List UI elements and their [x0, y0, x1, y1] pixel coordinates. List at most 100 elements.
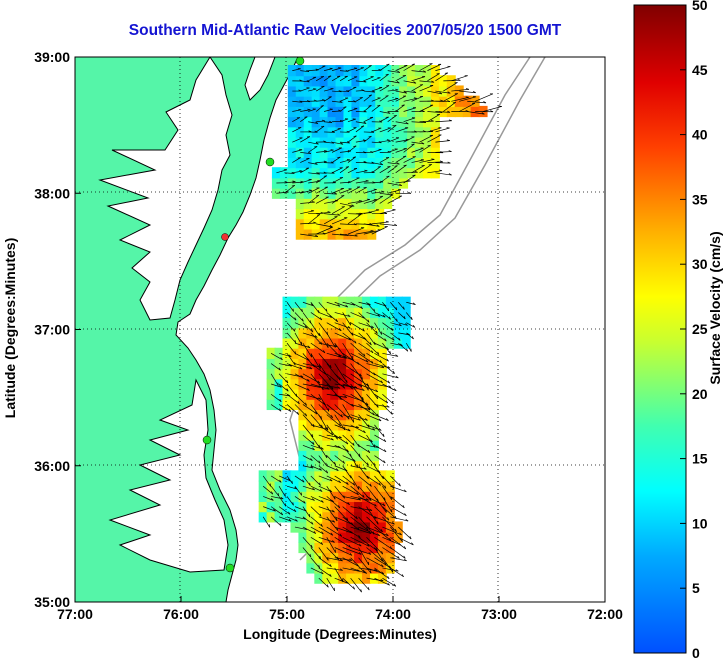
velocity-arrow	[350, 516, 369, 531]
velocity-arrow-head	[396, 81, 400, 84]
velocity-arrow	[363, 65, 372, 71]
velocity-arrow	[300, 189, 312, 194]
velocity-arrow	[324, 141, 334, 144]
velocity-arrow-head	[293, 328, 296, 332]
velocity-arrow	[427, 113, 441, 123]
velocity-arrow	[358, 516, 375, 535]
velocity-arrow	[307, 214, 321, 225]
velocity-arrow-head	[310, 458, 313, 461]
velocity-arrow	[326, 526, 343, 537]
velocity-arrow-head	[375, 548, 378, 551]
velocity-arrow	[342, 312, 351, 326]
velocity-arrow	[302, 516, 314, 525]
velocity-arrow	[419, 159, 435, 163]
velocity-arrow	[334, 567, 344, 583]
velocity-arrow-head	[307, 388, 310, 391]
velocity-arrow-head	[403, 489, 407, 493]
velocity-arrow	[310, 373, 324, 391]
velocity-arrow	[318, 394, 330, 412]
velocity-arrow	[318, 404, 333, 419]
velocity-arrow	[308, 76, 317, 82]
velocity-arrow-head	[340, 414, 343, 418]
velocity-arrow-head	[439, 91, 443, 95]
velocity-arrow-head	[312, 441, 315, 445]
velocity-arrow-head	[392, 521, 395, 525]
station-marker	[202, 435, 212, 445]
velocity-arrow	[318, 536, 335, 543]
y-tick-label: 36:00	[34, 458, 70, 474]
velocity-arrow-head	[310, 209, 315, 212]
velocity-arrow	[374, 312, 386, 318]
velocity-arrow	[315, 85, 325, 92]
velocity-arrow	[419, 134, 433, 143]
velocity-arrow	[371, 97, 381, 102]
velocity-arrow-head	[347, 428, 351, 432]
velocity-arrow	[318, 455, 327, 466]
velocity-arrow	[475, 93, 494, 102]
velocity-arrow	[347, 86, 357, 92]
velocity-arrow-head	[325, 462, 327, 466]
velocity-arrow	[435, 127, 450, 133]
velocity-arrow	[350, 526, 372, 534]
velocity-arrow	[262, 485, 274, 495]
velocity-arrow	[374, 496, 387, 513]
velocity-arrow-head	[337, 304, 341, 307]
velocity-arrow-head	[315, 121, 319, 124]
velocity-arrow-head	[346, 517, 349, 521]
velocity-arrow-head	[353, 586, 355, 590]
velocity-arrow	[302, 547, 312, 558]
velocity-arrow	[374, 424, 385, 438]
velocity-arrow	[411, 141, 425, 145]
velocity-arrow	[350, 496, 369, 501]
velocity-arrow	[363, 209, 380, 215]
velocity-arrow	[331, 177, 343, 184]
velocity-arrow	[435, 172, 452, 176]
velocity-arrow-head	[413, 90, 417, 93]
velocity-arrow	[310, 516, 323, 527]
velocity-arrow	[374, 322, 383, 335]
velocity-arrow-head	[297, 67, 301, 70]
velocity-arrow	[435, 140, 450, 143]
velocity-arrow-head	[387, 307, 390, 311]
velocity-arrow-head	[326, 470, 329, 474]
velocity-arrow-head	[304, 116, 308, 118]
velocity-arrow-head	[337, 445, 341, 448]
velocity-arrow-head	[338, 505, 341, 509]
velocity-arrow	[467, 111, 485, 115]
velocity-arrow	[366, 373, 383, 384]
velocity-arrow	[382, 547, 400, 559]
velocity-arrow	[270, 353, 283, 361]
velocity-arrow	[270, 516, 282, 527]
station-marker	[225, 563, 235, 573]
velocity-arrow-head	[329, 478, 333, 482]
velocity-arrow	[318, 353, 332, 369]
velocity-arrow	[366, 312, 381, 317]
velocity-arrow	[276, 169, 287, 174]
velocity-arrow	[342, 485, 359, 496]
velocity-arrow	[435, 111, 451, 113]
velocity-arrow	[286, 312, 297, 321]
velocity-arrow-head	[321, 125, 325, 128]
velocity-arrow	[411, 159, 424, 163]
velocity-arrow	[302, 475, 311, 486]
velocity-arrow-head	[366, 498, 369, 501]
velocity-arrow	[308, 141, 319, 145]
velocity-arrow	[451, 97, 469, 102]
velocity-arrow	[302, 312, 312, 324]
velocity-arrow	[300, 158, 310, 163]
velocity-arrow-head	[444, 72, 448, 74]
velocity-arrow	[334, 393, 354, 407]
velocity-arrow-head	[351, 204, 355, 207]
velocity-arrow-head	[372, 412, 375, 416]
velocity-arrow	[390, 475, 401, 487]
velocity-arrow	[318, 312, 332, 318]
velocity-arrow-head	[447, 110, 451, 113]
velocity-arrow	[331, 188, 344, 194]
velocity-field-south	[258, 296, 416, 593]
velocity-arrow-head	[457, 79, 461, 81]
velocity-arrow-head	[311, 329, 314, 333]
velocity-arrow	[358, 485, 372, 501]
velocity-arrow-head	[288, 408, 292, 412]
velocity-arrow-head	[300, 375, 304, 378]
velocity-arrow	[443, 82, 458, 92]
